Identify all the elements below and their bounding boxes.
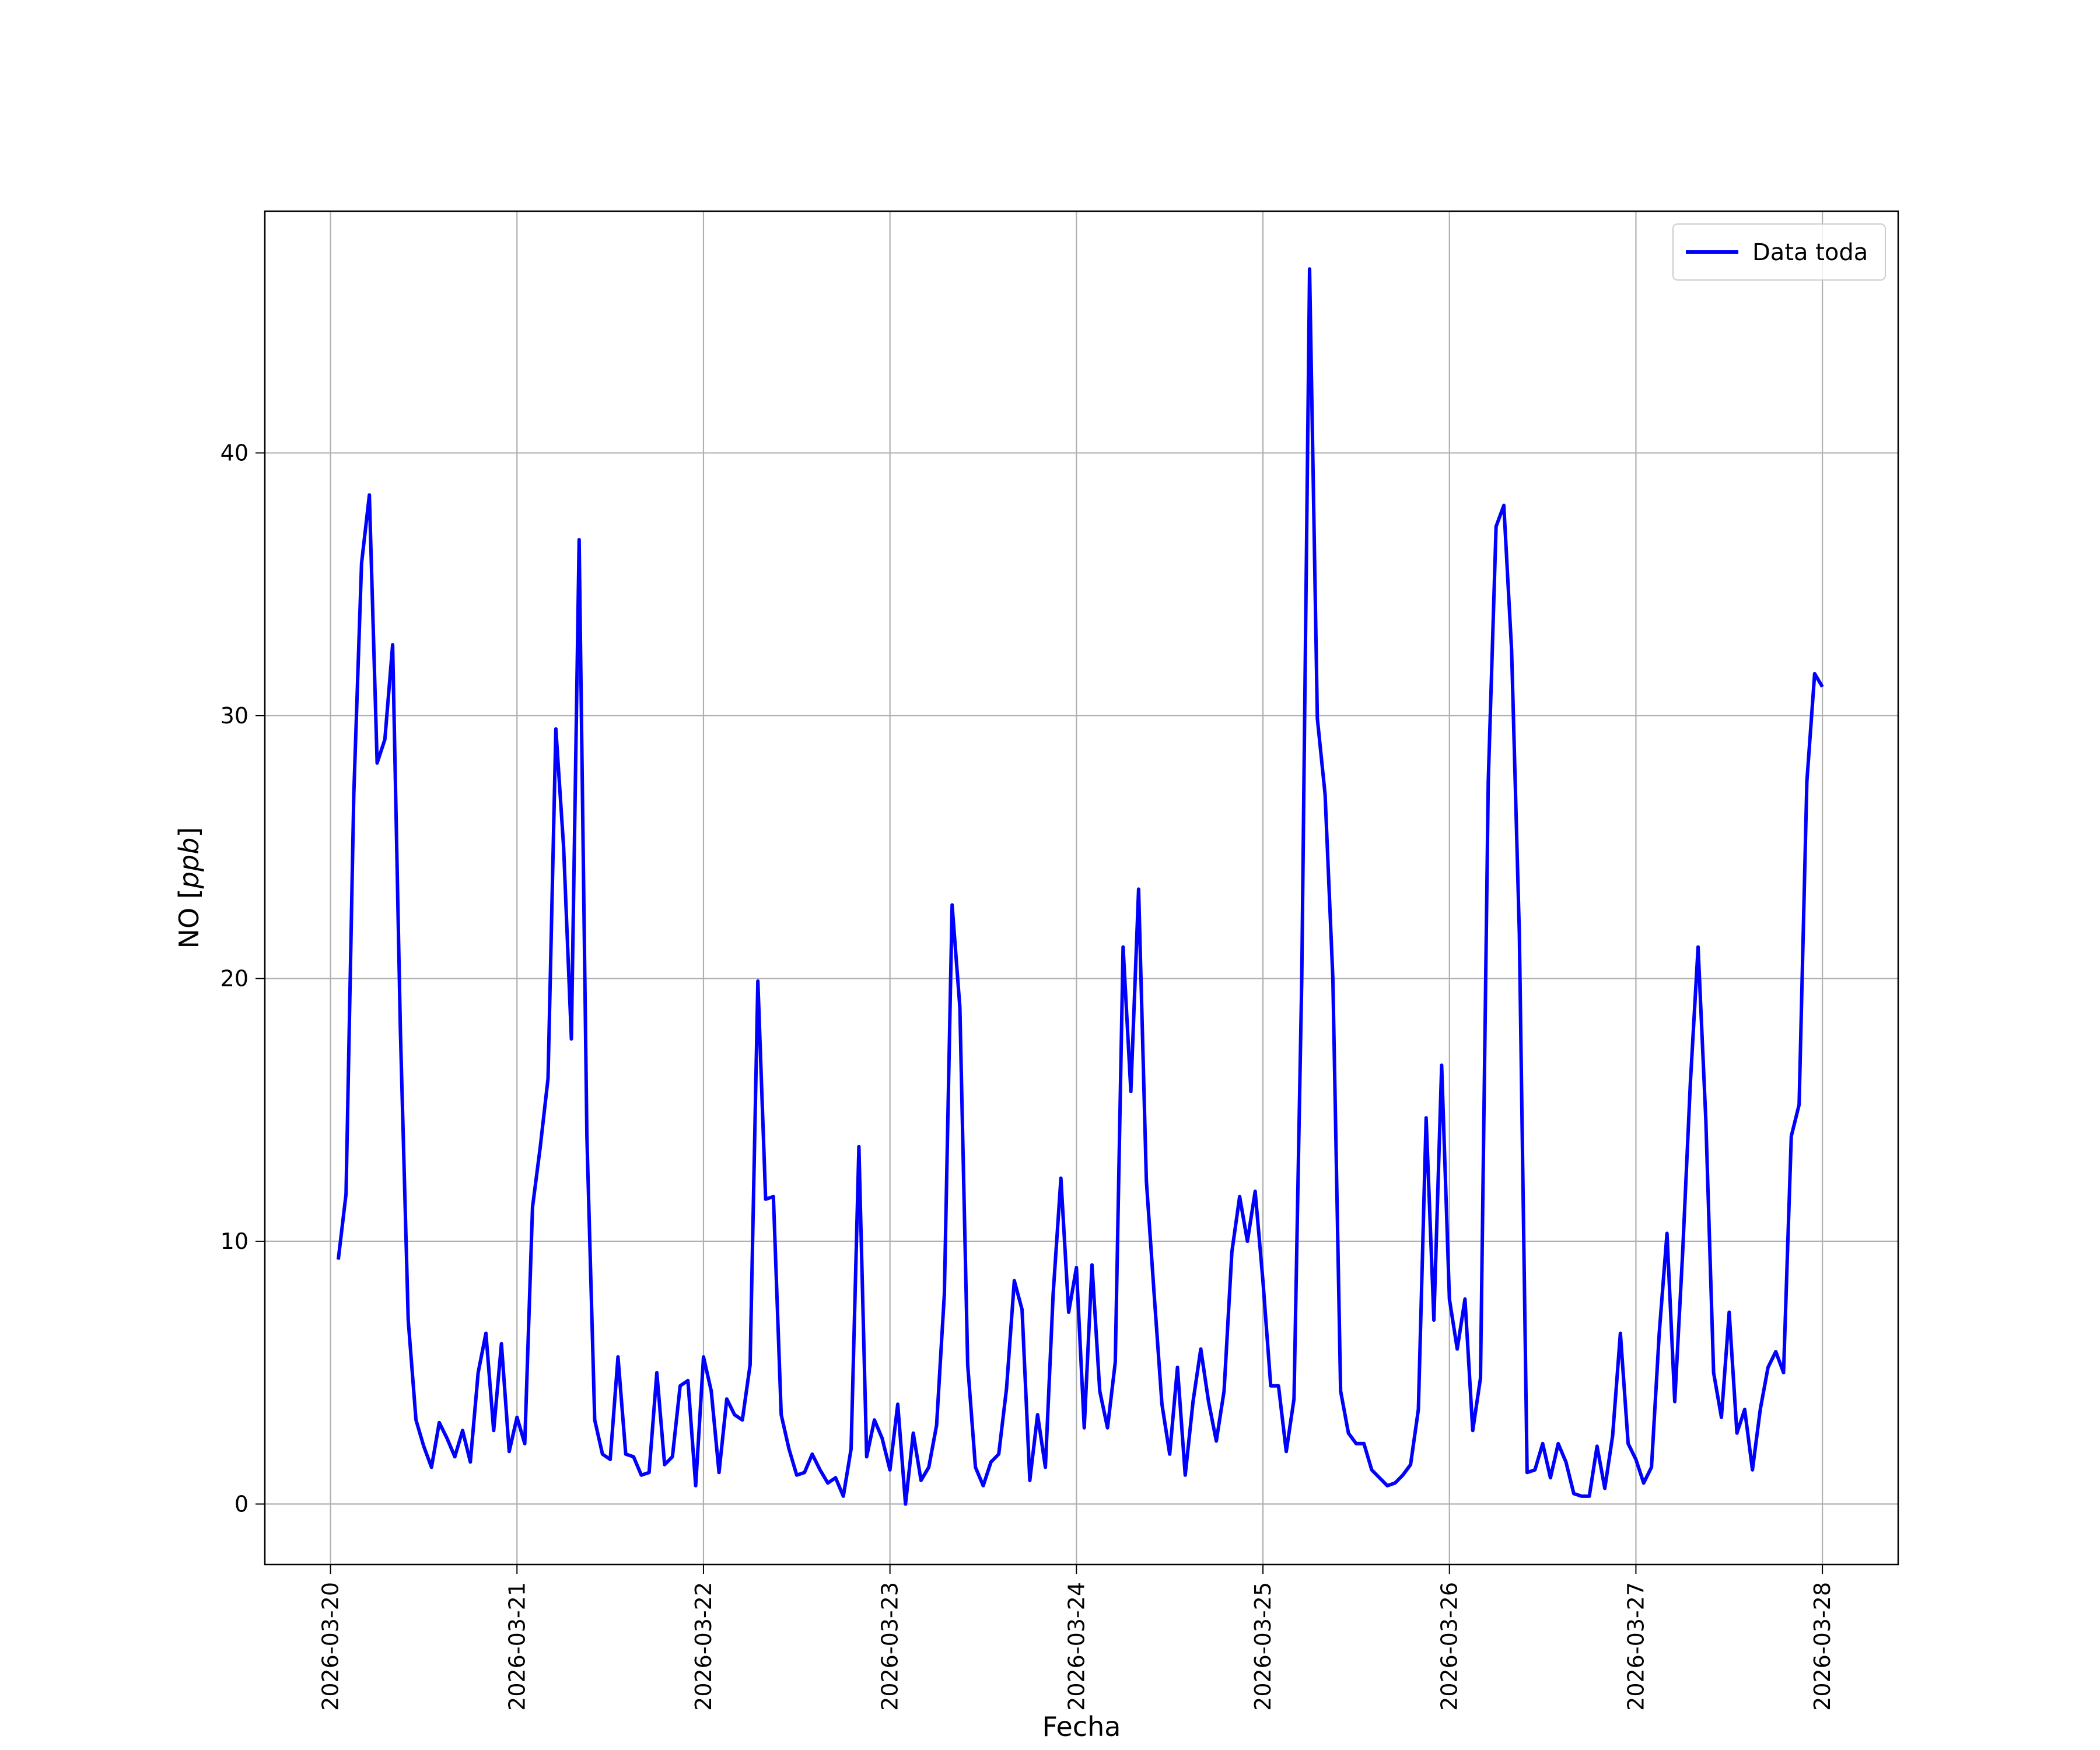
- plot-frame: [264, 210, 1899, 1566]
- y-tick-label: 20: [220, 965, 249, 991]
- x-tick-label: 2026-03-24: [1063, 1582, 1089, 1711]
- x-tick-label: 2026-03-25: [1250, 1582, 1276, 1711]
- plot-area: [336, 267, 1824, 1506]
- grid-lines: [265, 211, 1898, 1564]
- y-axis-label-suffix: ]: [173, 827, 205, 838]
- x-tick-label: 2026-03-26: [1437, 1582, 1462, 1711]
- x-tick-label: 2026-03-27: [1623, 1582, 1648, 1711]
- y-axis-label: NO [ppb]: [173, 827, 205, 949]
- x-tick-label: 2026-03-22: [691, 1582, 716, 1711]
- axes: 2026-03-20 2026-03-21 2026-03-22 2026-03-23…: [220, 210, 1899, 1711]
- y-axis-label-prefix: NO [: [173, 888, 205, 949]
- y-axis-label-unit: ppb: [173, 838, 205, 890]
- x-tick-label: 2026-03-20: [318, 1582, 344, 1711]
- x-axis-label: Fecha: [1042, 1711, 1121, 1742]
- legend: Data toda: [1672, 223, 1886, 281]
- y-tick-label: 0: [235, 1491, 249, 1517]
- legend-box: [1672, 223, 1886, 281]
- x-tick-label: 2026-03-21: [504, 1582, 530, 1711]
- series-line-0: [336, 267, 1824, 1506]
- y-tick-label: 30: [220, 703, 249, 729]
- legend-label: Data toda: [1752, 239, 1868, 266]
- y-tick-label: 10: [220, 1228, 249, 1254]
- y-tick-label: 40: [220, 440, 249, 466]
- x-tick-label: 2026-03-28: [1810, 1582, 1835, 1711]
- x-tick-label: 2026-03-23: [877, 1582, 903, 1711]
